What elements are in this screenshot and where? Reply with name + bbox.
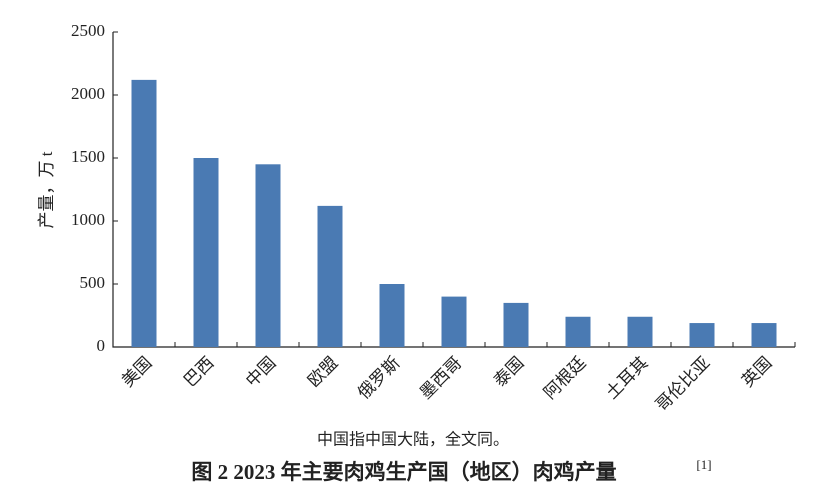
- y-tick-label: 0: [97, 336, 106, 355]
- reference: [1]: [696, 457, 711, 472]
- x-tick-label: 阿根廷: [540, 353, 589, 402]
- y-tick-label: 1500: [71, 147, 105, 166]
- bar: [193, 158, 219, 347]
- chart-title: 图 2 2023 年主要肉鸡生产国（地区）肉鸡产量: [191, 460, 616, 484]
- bar: [503, 302, 529, 347]
- x-tick-label: 土耳其: [602, 353, 651, 402]
- bar: [565, 316, 591, 347]
- y-tick-label: 500: [80, 273, 106, 292]
- bar: [627, 316, 653, 347]
- note: 中国指中国大陆，全文同。: [317, 431, 509, 449]
- x-tick-label: 英国: [738, 353, 775, 390]
- x-tick-label: 墨西哥: [416, 353, 465, 402]
- x-tick-label: 美国: [118, 353, 155, 390]
- bar: [689, 323, 715, 347]
- y-tick-label: 2000: [71, 84, 105, 103]
- x-tick-label: 巴西: [180, 353, 217, 390]
- x-tick-label: 哥伦比亚: [652, 353, 714, 415]
- bar: [379, 284, 405, 347]
- y-tick-label: 2500: [71, 21, 105, 40]
- bar: [441, 296, 467, 347]
- x-tick-label: 欧盟: [304, 353, 341, 390]
- y-tick-label: 1000: [71, 210, 105, 229]
- y-axis-label: 产量，万 t: [37, 151, 56, 228]
- x-tick-label: 泰国: [490, 353, 527, 390]
- bar: [751, 323, 777, 347]
- x-tick-label: 俄罗斯: [354, 353, 403, 402]
- x-tick-label: 中国: [242, 353, 279, 390]
- bar: [131, 79, 157, 347]
- bar: [255, 164, 281, 347]
- bar: [317, 205, 343, 347]
